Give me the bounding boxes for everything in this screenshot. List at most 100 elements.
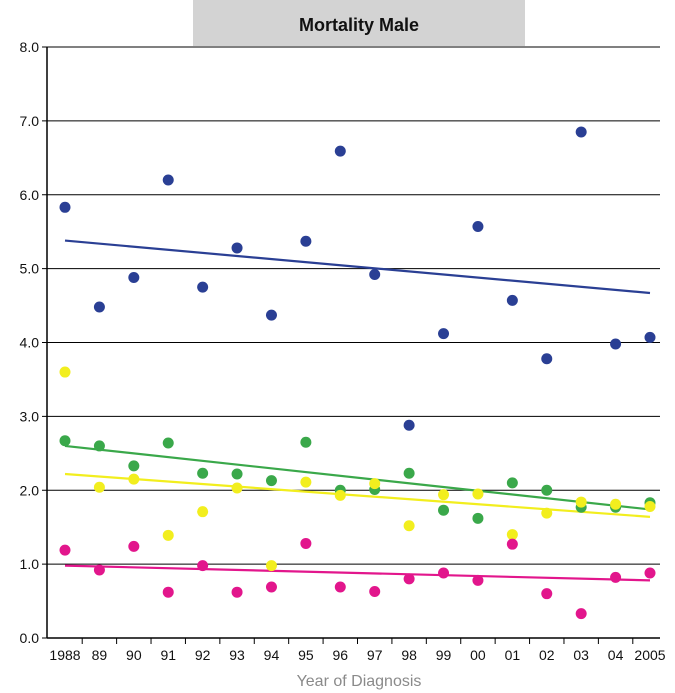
x-tick-labels: 1988 89 90 91 92 93 94 95 96 97 98 99 00 01 02 03 04 2005 <box>49 638 666 663</box>
data-point-series-3 <box>162 529 174 541</box>
data-point-series-3 <box>265 560 277 572</box>
data-point-series-4 <box>197 560 209 572</box>
y-tick-label: 0.0 <box>20 630 40 646</box>
data-point-series-4 <box>231 586 243 598</box>
data-point-series-4 <box>438 567 450 579</box>
data-point-series-1 <box>506 294 518 306</box>
data-point-series-1 <box>128 271 140 283</box>
trend-lines <box>64 239 651 582</box>
data-point-series-3 <box>472 488 484 500</box>
data-point-series-4 <box>403 573 415 585</box>
x-tick-label: 91 <box>160 647 176 663</box>
grid-lines <box>47 46 660 565</box>
data-point-series-1 <box>197 281 209 293</box>
data-point-series-4 <box>506 538 518 550</box>
data-point-series-2 <box>300 436 312 448</box>
data-point-series-3 <box>197 506 209 518</box>
x-tick-label: 02 <box>539 647 555 663</box>
data-point-series-2 <box>93 440 105 452</box>
data-point-series-4 <box>472 574 484 586</box>
data-point-series-4 <box>93 564 105 576</box>
x-tick-label: 2005 <box>634 647 665 663</box>
trend-line-series-2 <box>64 444 651 511</box>
data-point-series-2 <box>197 467 209 479</box>
y-tick-label: 2.0 <box>20 482 40 498</box>
data-point-series-2 <box>265 475 277 487</box>
data-point-series-3 <box>59 366 71 378</box>
data-point-series-1 <box>334 145 346 157</box>
data-point-series-2 <box>403 467 415 479</box>
data-point-series-2 <box>541 484 553 496</box>
data-point-series-3 <box>610 498 622 510</box>
data-point-series-1 <box>93 301 105 313</box>
y-tick-label: 3.0 <box>20 408 40 424</box>
data-point-series-4 <box>334 581 346 593</box>
title-box <box>193 0 525 46</box>
x-tick-label: 04 <box>608 647 624 663</box>
y-tick-label: 6.0 <box>20 187 40 203</box>
data-point-series-4 <box>369 585 381 597</box>
data-point-series-1 <box>438 328 450 340</box>
data-point-series-3 <box>300 476 312 488</box>
data-point-series-3 <box>541 507 553 519</box>
data-point-series-2 <box>231 468 243 480</box>
data-point-series-3 <box>231 482 243 494</box>
x-tick-label: 92 <box>195 647 211 663</box>
data-point-series-1 <box>162 174 174 186</box>
x-tick-label: 97 <box>367 647 383 663</box>
x-tick-label: 03 <box>573 647 589 663</box>
data-point-series-4 <box>59 544 71 556</box>
data-point-series-1 <box>300 235 312 247</box>
data-point-series-3 <box>644 501 656 513</box>
trend-line-series-4 <box>64 564 651 582</box>
data-point-series-2 <box>438 504 450 516</box>
trend-line-series-1 <box>64 239 651 295</box>
data-point-series-2 <box>59 435 71 447</box>
data-point-series-1 <box>575 126 587 138</box>
x-axis-label: Year of Diagnosis <box>297 673 422 690</box>
y-tick-label: 5.0 <box>20 261 40 277</box>
y-tick-labels: 0.0 1.0 2.0 3.0 4.0 5.0 6.0 7.0 8.0 <box>20 39 47 646</box>
data-point-series-1 <box>231 242 243 254</box>
data-points <box>59 126 656 620</box>
data-point-series-1 <box>59 201 71 213</box>
x-tick-label: 99 <box>436 647 452 663</box>
chart-title: Mortality Male <box>299 15 419 35</box>
x-tick-label: 95 <box>298 647 314 663</box>
data-point-series-1 <box>265 309 277 321</box>
data-point-series-4 <box>575 608 587 620</box>
x-tick-label: 1988 <box>49 647 80 663</box>
x-tick-label: 94 <box>264 647 280 663</box>
data-point-series-3 <box>128 473 140 485</box>
data-point-series-1 <box>369 269 381 281</box>
trend-line-series-3 <box>64 472 651 518</box>
y-tick-label: 7.0 <box>20 113 40 129</box>
data-point-series-3 <box>506 529 518 541</box>
x-tick-label: 01 <box>505 647 521 663</box>
data-point-series-1 <box>403 419 415 431</box>
data-point-series-3 <box>575 496 587 508</box>
data-point-series-4 <box>610 571 622 583</box>
data-point-series-3 <box>334 489 346 501</box>
data-point-series-4 <box>162 586 174 598</box>
data-point-series-2 <box>162 437 174 449</box>
x-tick-label: 90 <box>126 647 142 663</box>
data-point-series-1 <box>644 331 656 343</box>
x-tick-label: 96 <box>333 647 349 663</box>
data-point-series-4 <box>300 537 312 549</box>
data-point-series-3 <box>403 520 415 532</box>
data-point-series-2 <box>472 512 484 524</box>
y-tick-label: 1.0 <box>20 556 40 572</box>
data-point-series-3 <box>93 481 105 493</box>
x-tick-label: 98 <box>401 647 417 663</box>
data-point-series-4 <box>128 540 140 552</box>
data-point-series-4 <box>541 588 553 600</box>
data-point-series-3 <box>369 478 381 490</box>
data-point-series-2 <box>506 477 518 489</box>
data-point-series-1 <box>610 338 622 350</box>
data-point-series-4 <box>265 581 277 593</box>
data-point-series-4 <box>644 567 656 579</box>
x-tick-label: 00 <box>470 647 486 663</box>
